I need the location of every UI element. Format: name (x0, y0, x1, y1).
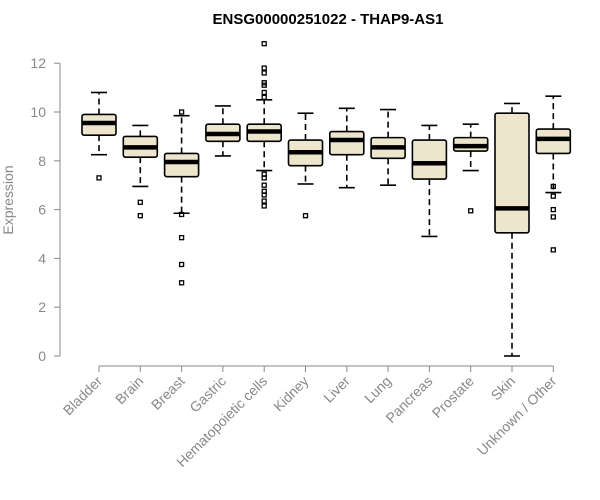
outlier-point (261, 70, 267, 76)
iqr-box (535, 128, 572, 155)
outlier-point (550, 247, 556, 253)
iqr-box (494, 112, 530, 234)
x-tick-label: Kidney (270, 373, 312, 415)
plot-area (81, 41, 572, 357)
outlier-point (137, 199, 143, 205)
outlier-point (178, 235, 185, 241)
box-group (452, 123, 489, 214)
box-group (535, 95, 572, 253)
x-tick-label: Breast (148, 373, 188, 413)
x-tick-label: Brain (112, 373, 146, 407)
outlier-point (261, 175, 267, 181)
box-group (370, 108, 406, 186)
box-group (205, 105, 241, 157)
iqr-box (411, 139, 448, 180)
outlier-point (261, 41, 267, 47)
outlier-point (550, 214, 556, 220)
outlier-point (178, 280, 185, 286)
outlier-point (302, 213, 309, 219)
outlier-point (261, 192, 267, 198)
y-tick-label: 0 (38, 348, 46, 364)
box-group (328, 107, 365, 189)
y-tick-label: 2 (38, 299, 46, 315)
outlier-point (550, 183, 556, 190)
outlier-point (178, 109, 185, 115)
outlier-point (261, 65, 267, 71)
box-group (494, 102, 530, 357)
outlier-point (96, 175, 102, 181)
outlier-point (261, 198, 267, 204)
outlier-point (550, 206, 556, 213)
outlier-point (178, 261, 185, 268)
x-tick-label: Skin (488, 373, 519, 404)
y-tick-label: 4 (38, 250, 46, 266)
box-group (163, 109, 200, 286)
outlier-point (137, 213, 143, 219)
y-tick-label: 8 (38, 153, 46, 169)
iqr-box (163, 152, 200, 178)
outlier-point (261, 203, 267, 209)
chart-title: ENSG00000251022 - THAP9-AS1 (213, 11, 444, 28)
iqr-box (328, 130, 365, 156)
y-tick-label: 12 (30, 55, 46, 71)
x-tick-label: Lung (361, 373, 394, 406)
y-axis: 0 2 4 6 8 10 12 (30, 55, 61, 364)
outlier-point (261, 89, 267, 96)
outlier-point (468, 208, 474, 214)
y-axis-label: Expression (0, 165, 16, 234)
x-tick-label: Bladder (60, 373, 106, 419)
outlier-point (261, 94, 267, 101)
outlier-point (550, 193, 556, 199)
outlier-point (261, 82, 267, 88)
outlier-point (261, 182, 267, 188)
outlier-point (178, 211, 185, 218)
box-group (287, 112, 324, 219)
y-tick-label: 10 (30, 104, 46, 120)
box-group (81, 91, 117, 181)
box-group (411, 124, 448, 238)
y-tick-label: 6 (38, 202, 46, 218)
x-tick-label: Liver (320, 373, 353, 406)
box-group (246, 41, 282, 209)
box-group (122, 124, 159, 219)
x-tick-label: Prostate (429, 373, 477, 421)
